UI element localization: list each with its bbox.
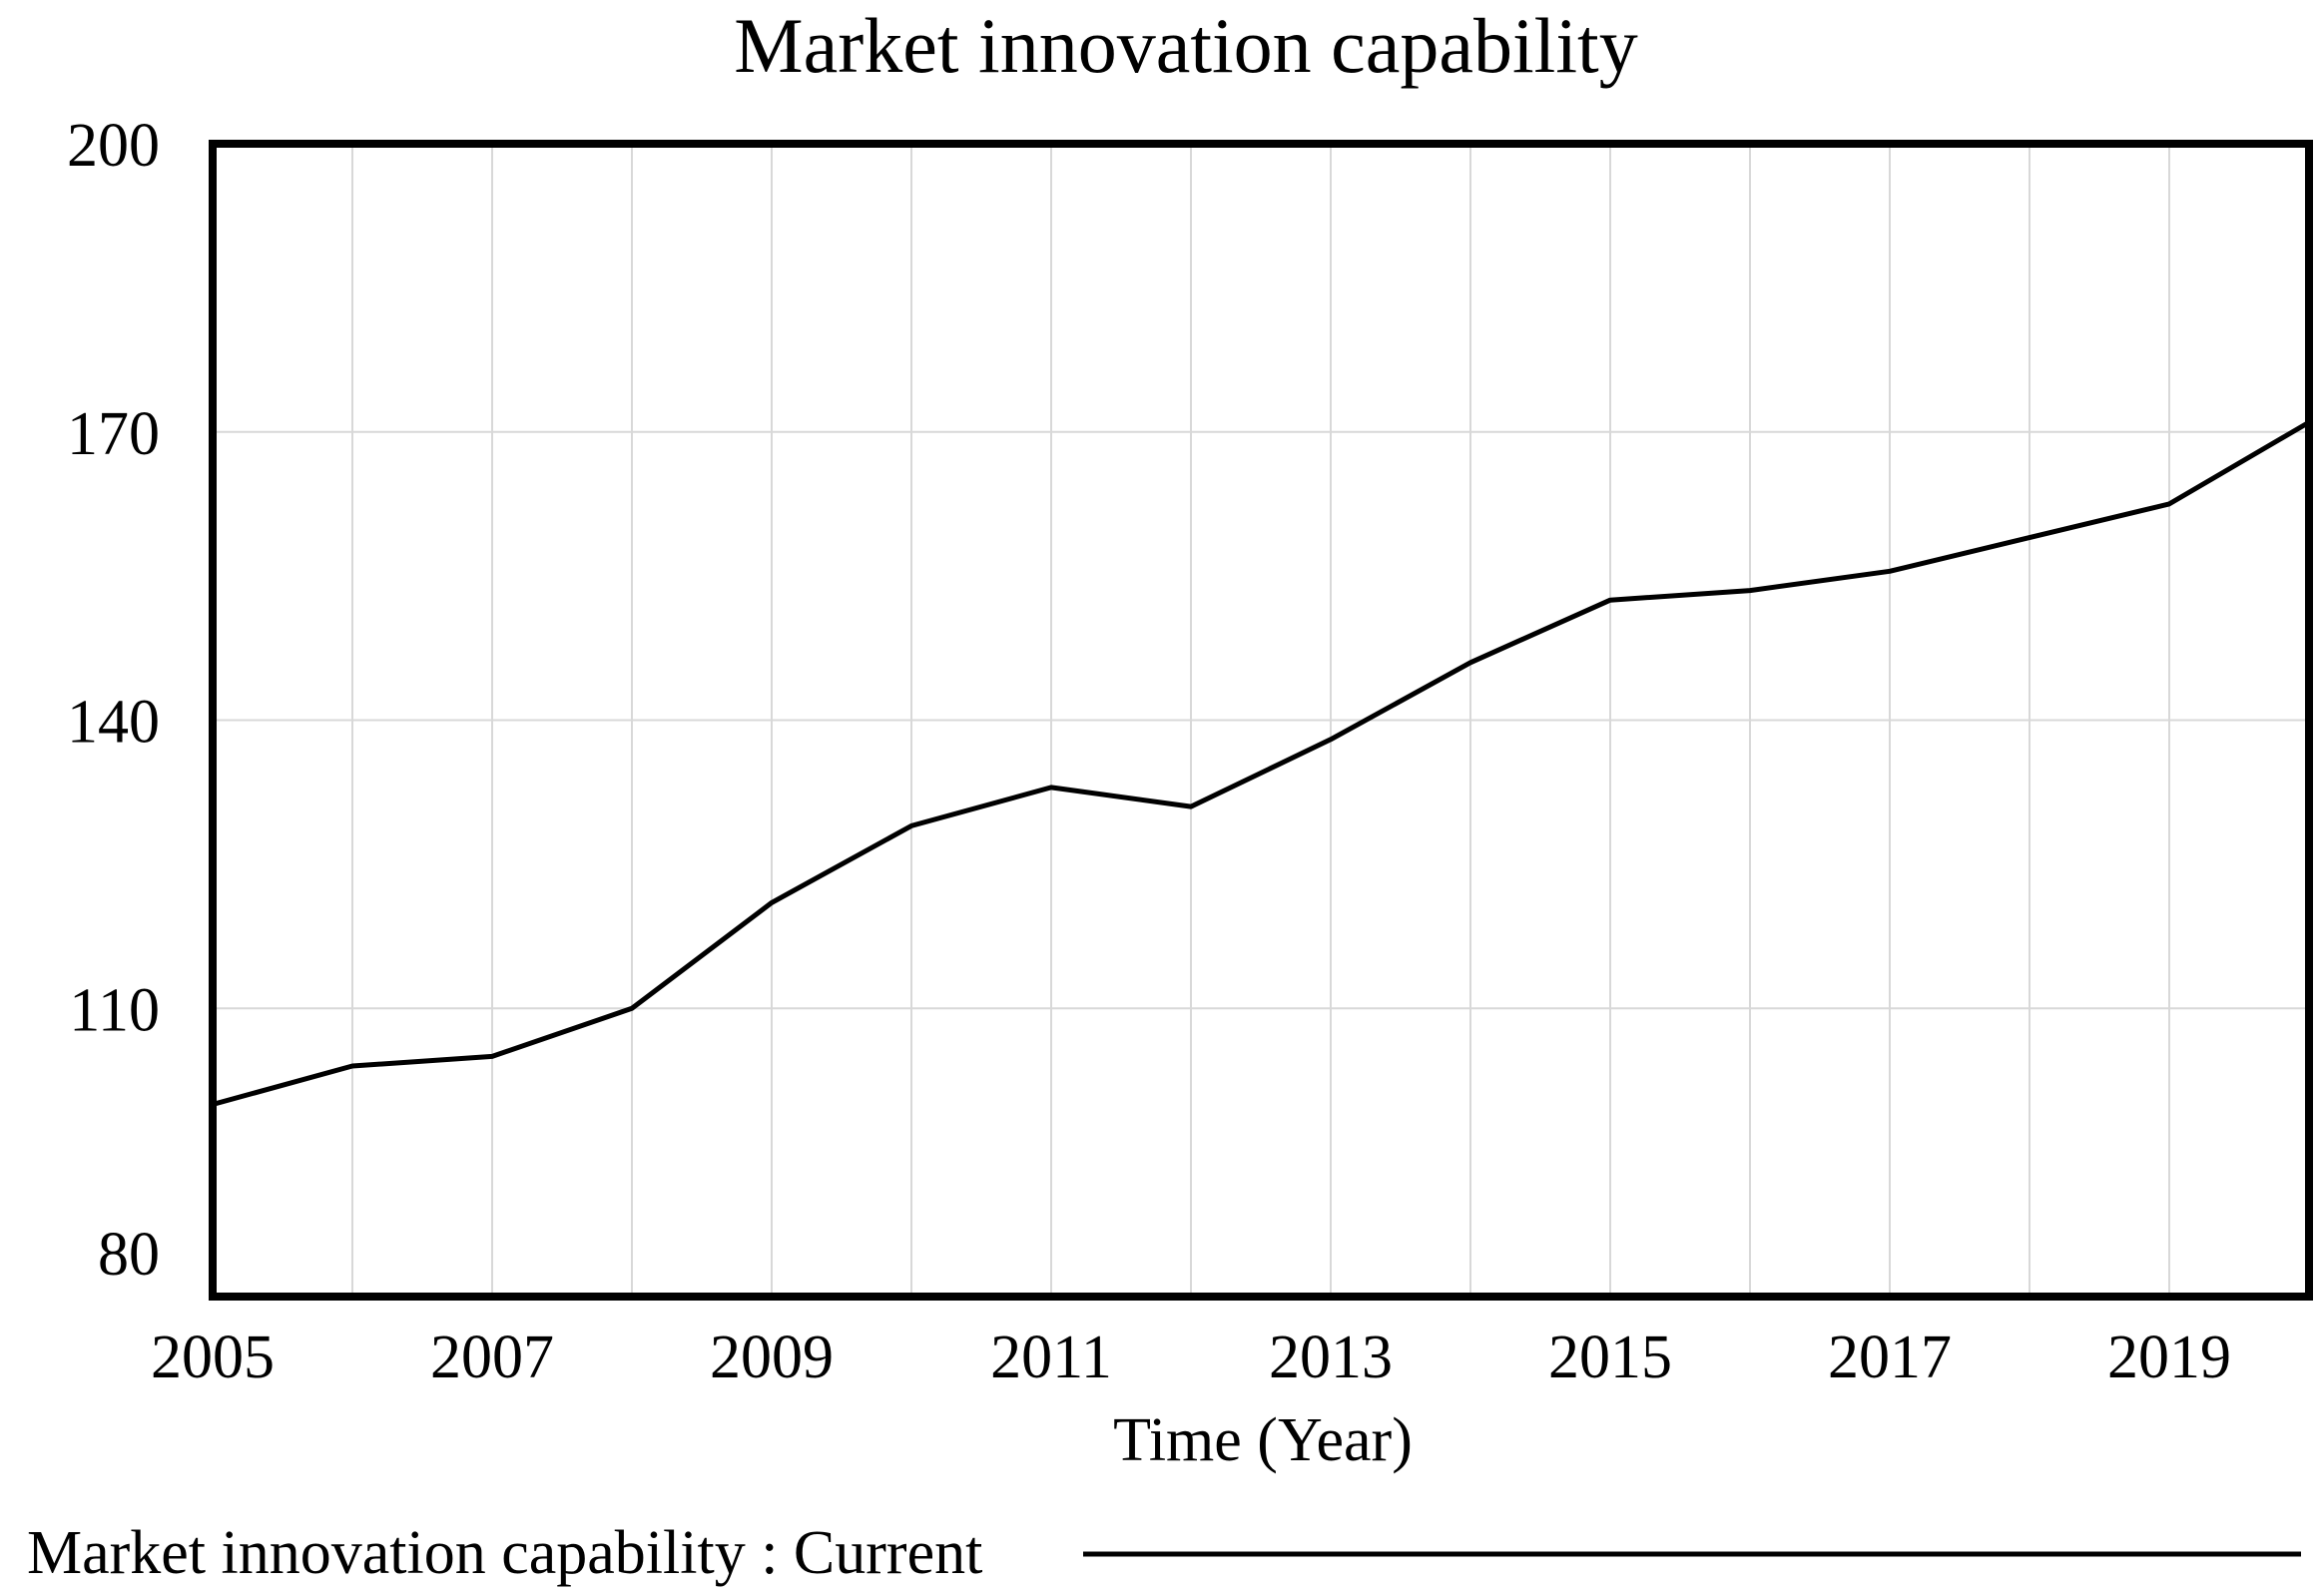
x-tick-label: 2019: [2107, 1324, 2231, 1391]
y-tick-label: 200: [67, 112, 160, 180]
y-tick-label: 110: [69, 976, 160, 1044]
x-tick-label: 2011: [990, 1324, 1112, 1391]
data-point: [351, 1065, 353, 1067]
data-point: [1469, 662, 1471, 664]
data-point: [1749, 590, 1751, 592]
y-tick-label: 140: [67, 689, 160, 757]
data-point: [1330, 739, 1332, 741]
data-point: [771, 901, 773, 903]
series-layer: [212, 419, 2311, 1107]
x-tick-label: 2005: [151, 1324, 275, 1391]
chart-title: Market innovation capability: [734, 2, 1637, 89]
x-axis-ticks: 2005 2007 2009 2011 2013 2015 2017 2019: [151, 1324, 2231, 1391]
data-point: [2168, 503, 2170, 505]
data-point: [1190, 805, 1192, 807]
data-point: [491, 1055, 493, 1057]
x-tick-label: 2007: [430, 1324, 554, 1391]
x-tick-label: 2013: [1269, 1324, 1393, 1391]
legend: Market innovation capability : Current: [27, 1519, 2301, 1587]
y-tick-label: 170: [67, 400, 160, 468]
series-line: [212, 419, 2311, 1107]
y-tick-label: 80: [98, 1221, 160, 1289]
y-axis-ticks: 80 110 140 170 200: [67, 112, 160, 1289]
data-point: [910, 824, 912, 826]
x-axis-label: Time (Year): [1113, 1406, 1413, 1474]
data-point: [1050, 787, 1052, 789]
data-point: [1889, 570, 1891, 572]
plot-frame: [209, 140, 2313, 1301]
x-tick-label: 2017: [1828, 1324, 1952, 1391]
x-tick-label: 2009: [710, 1324, 834, 1391]
data-point: [1609, 599, 1611, 601]
grid-lines: [212, 143, 2310, 1298]
x-tick-label: 2015: [1548, 1324, 1672, 1391]
data-point: [631, 1007, 633, 1009]
legend-label: Market innovation capability : Current: [27, 1519, 982, 1587]
